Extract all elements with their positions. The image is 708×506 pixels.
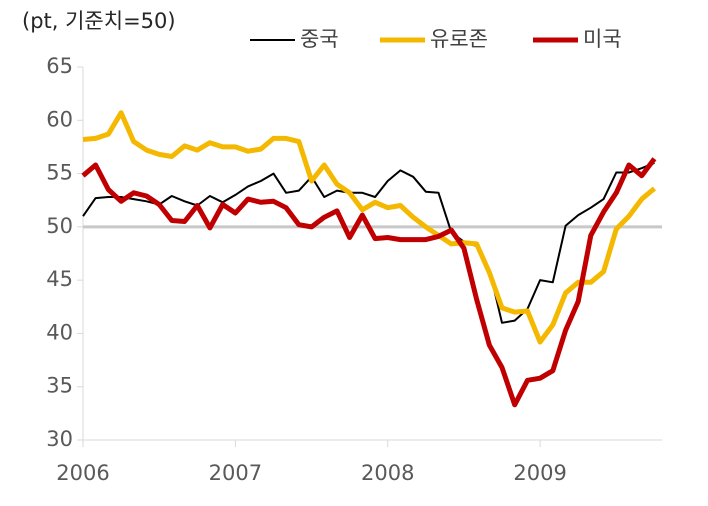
legend-label: 중국: [300, 27, 339, 51]
y-tick-label: 30: [46, 427, 73, 451]
legend-label: 유로존: [430, 27, 488, 51]
y-tick-label: 50: [46, 214, 73, 238]
series-line: [81, 157, 657, 408]
y-tick-label: 35: [46, 374, 73, 398]
y-tick-label: 65: [46, 54, 73, 78]
y-tick-label: 40: [46, 320, 73, 344]
series-line: [82, 110, 657, 345]
x-tick-label: 2009: [513, 461, 566, 485]
x-tick-label: 2006: [56, 461, 109, 485]
chart-title: (pt, 기준치=50): [22, 9, 176, 33]
series-line: [82, 161, 655, 324]
x-tick-label: 2007: [209, 461, 262, 485]
legend-label: 미국: [583, 27, 622, 51]
y-tick-label: 45: [46, 267, 73, 291]
y-tick-label: 60: [46, 107, 73, 131]
x-tick-label: 2008: [361, 461, 414, 485]
y-tick-label: 55: [46, 161, 73, 185]
